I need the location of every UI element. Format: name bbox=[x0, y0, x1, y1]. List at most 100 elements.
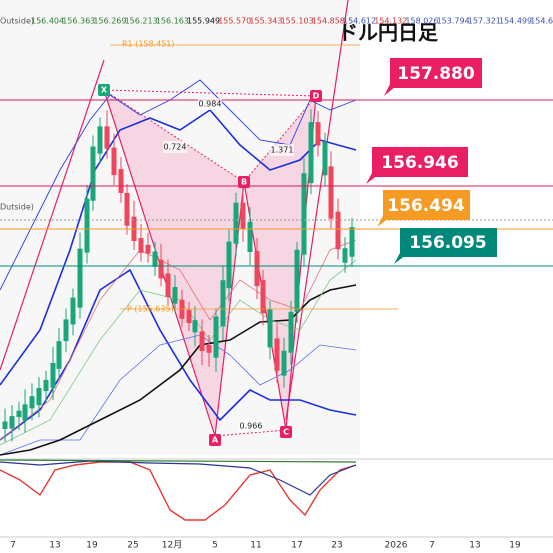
tag-pointer bbox=[366, 173, 378, 184]
candle-body bbox=[233, 202, 239, 244]
header-value: 153.794 bbox=[437, 17, 470, 26]
price-tag bbox=[390, 58, 482, 88]
ratio-box bbox=[198, 98, 222, 110]
x-tick-label: 2026 bbox=[385, 541, 408, 551]
candle-body bbox=[43, 379, 49, 392]
pattern-point bbox=[98, 84, 110, 96]
tag-pointer bbox=[394, 253, 406, 264]
candle-body bbox=[199, 331, 205, 351]
candle-body bbox=[213, 316, 219, 358]
candle-body bbox=[226, 241, 232, 289]
pattern-point bbox=[238, 176, 250, 188]
candle-body bbox=[165, 273, 171, 297]
price-tag bbox=[372, 147, 468, 177]
header-value: 156.269 bbox=[93, 17, 126, 26]
ratio-label: 0.724 bbox=[164, 143, 187, 152]
moving-average bbox=[0, 239, 357, 441]
x-tick-label: 7 bbox=[429, 541, 435, 551]
candle-body bbox=[118, 169, 124, 193]
header-value: 157.321 bbox=[468, 17, 501, 26]
candle-body bbox=[22, 404, 28, 421]
x-tick-label: 7 bbox=[10, 541, 16, 551]
oscillator-line bbox=[0, 460, 357, 496]
tag-pointer bbox=[384, 84, 396, 96]
candle-body bbox=[328, 166, 334, 219]
x-tick-label: 11 bbox=[250, 541, 261, 551]
ratio-box bbox=[270, 144, 294, 156]
tag-pointer bbox=[377, 216, 389, 227]
chart-title: ドル円日足 bbox=[338, 21, 439, 45]
candle-body bbox=[342, 248, 348, 263]
candle-body bbox=[260, 280, 266, 314]
pattern-point-label: C bbox=[283, 428, 289, 437]
band-line bbox=[0, 79, 357, 291]
header-value: 154.858 bbox=[312, 17, 345, 26]
candle-body bbox=[111, 147, 117, 176]
pattern-point-label: B bbox=[241, 178, 247, 187]
ratio-label: 1.371 bbox=[271, 146, 294, 155]
candle-body bbox=[90, 146, 96, 201]
candle-body bbox=[288, 311, 294, 353]
price-label: 156.946 bbox=[381, 153, 458, 173]
candle-body bbox=[315, 122, 321, 146]
candle-body bbox=[29, 396, 35, 409]
candle-body bbox=[186, 309, 192, 324]
candle-body bbox=[124, 192, 130, 226]
pattern-point bbox=[310, 90, 322, 102]
pattern-point-label: X bbox=[101, 86, 108, 95]
header-value: 155.570 bbox=[218, 17, 251, 26]
header-value: 154.615 bbox=[530, 17, 553, 26]
ratio-label: 0.984 bbox=[199, 100, 222, 109]
candle-body bbox=[254, 251, 260, 287]
header-value: 155.949 bbox=[187, 17, 220, 26]
candle-body bbox=[56, 341, 62, 369]
oscillator-line bbox=[0, 459, 357, 463]
x-tick-label: 23 bbox=[331, 541, 342, 551]
header-value: 155.103 bbox=[281, 17, 314, 26]
candle-body bbox=[70, 297, 76, 325]
header-value: Outside) bbox=[0, 17, 34, 26]
header-value: 154.132 bbox=[374, 17, 407, 26]
candle-body bbox=[349, 227, 355, 257]
candle-body bbox=[16, 410, 22, 418]
header-value: 156.363 bbox=[62, 17, 95, 26]
candle-body bbox=[145, 244, 151, 254]
candle-body bbox=[281, 350, 287, 376]
candle-body bbox=[63, 319, 69, 342]
x-tick-label: 25 bbox=[127, 541, 138, 551]
x-tick-label: 19 bbox=[509, 541, 521, 551]
header-value: 158.026 bbox=[405, 17, 438, 26]
header-value: 156.404 bbox=[31, 17, 64, 26]
candle-body bbox=[36, 388, 42, 406]
header-value: 154.612 bbox=[343, 17, 376, 26]
price-label: 157.880 bbox=[397, 64, 475, 84]
candle-body bbox=[322, 141, 328, 176]
candle-body bbox=[294, 249, 300, 312]
candle-body bbox=[172, 287, 178, 304]
candle-body bbox=[152, 251, 158, 267]
pattern-point-label: A bbox=[212, 436, 219, 445]
candle-body bbox=[240, 202, 246, 229]
candle-body bbox=[220, 280, 226, 327]
oscillator-line bbox=[0, 461, 357, 521]
pattern-fill bbox=[244, 96, 316, 430]
x-tick-label: 5 bbox=[212, 541, 218, 551]
x-tick-label: 13 bbox=[469, 541, 480, 551]
price-label: 156.095 bbox=[409, 233, 486, 253]
price-tag bbox=[383, 190, 470, 220]
ratio-label: 0.966 bbox=[240, 422, 263, 431]
candle-body bbox=[77, 248, 83, 308]
candle-body bbox=[97, 126, 103, 154]
indicator-label: Dutside) bbox=[0, 203, 34, 212]
candle-body bbox=[158, 259, 164, 279]
ratio-box bbox=[239, 420, 263, 432]
candle-body bbox=[84, 198, 90, 253]
x-tick-label: 13 bbox=[49, 541, 60, 551]
trend-line bbox=[0, 59, 105, 371]
moving-average bbox=[0, 259, 357, 446]
header-value: 155.343 bbox=[249, 17, 282, 26]
header-value: 154.499 bbox=[499, 17, 532, 26]
pattern-line bbox=[243, 95, 317, 183]
pattern-point bbox=[209, 434, 221, 446]
candle-body bbox=[138, 238, 144, 253]
